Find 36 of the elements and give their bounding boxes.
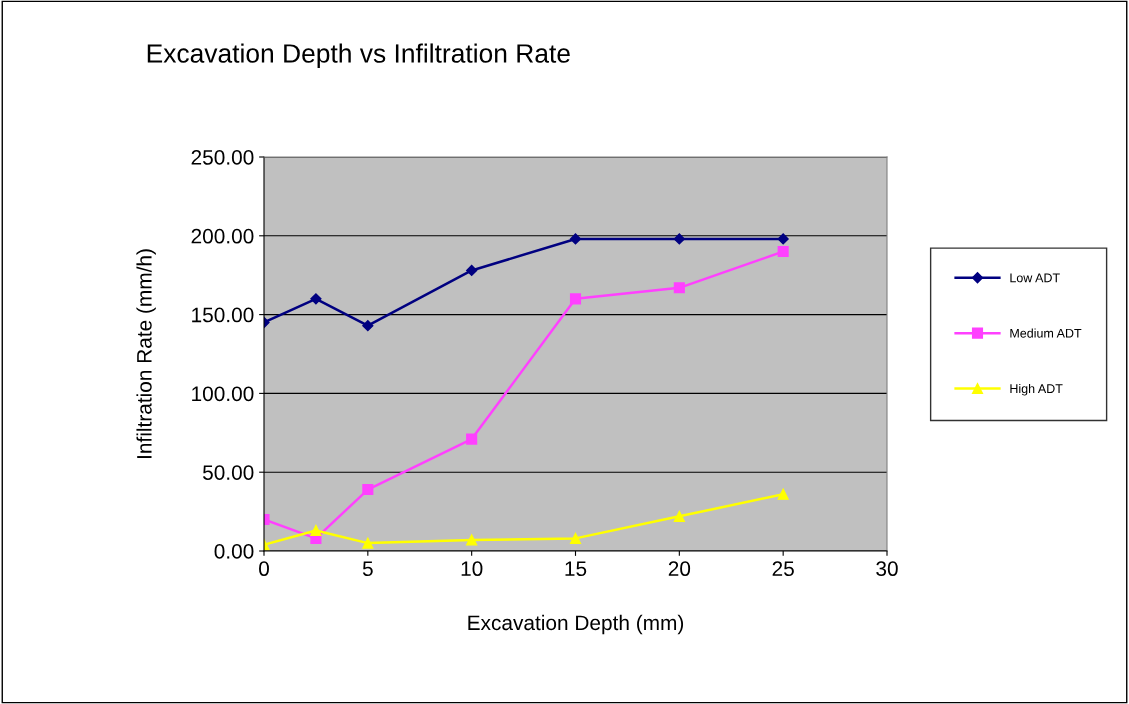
y-tick-label: 250.00 [191,150,254,165]
y-tick-label: 50.00 [202,465,254,480]
x-tick-label: 30 [876,561,898,577]
legend-label: Low ADT [1010,273,1060,283]
point [777,246,789,258]
x-tick-label: 15 [565,561,587,577]
point [466,534,478,546]
y-tick-label: 150.00 [192,307,254,323]
point [362,483,374,496]
legend-label: High ADT [1010,383,1063,396]
point [777,233,789,245]
x-tick-label: 5 [362,561,373,577]
y-tick-label: 100.00 [192,386,254,402]
x-tick-label: 25 [772,561,794,577]
point [466,433,478,445]
point [569,233,582,245]
chart-title: Excavation Depth vs Infiltration Rate [147,43,570,69]
x-tick-label: 0 [259,561,269,577]
point [569,293,582,305]
point [673,233,685,245]
point [362,320,374,332]
point [362,537,374,549]
y-tick-label: 0.00 [214,544,254,559]
x-axis-title: Excavation Depth (mm) [468,614,684,635]
point [569,532,582,544]
point [466,264,478,277]
point [310,524,322,537]
point [673,282,685,294]
y-tick-label: 200.00 [191,228,254,244]
y-axis-title: Infiltration Rate (mm/h) [136,249,156,458]
legend-label: Medium ADT [1010,328,1082,338]
x-tick-label: 20 [668,561,691,577]
x-tick-label: 10 [461,561,483,577]
point [777,488,789,500]
point [310,293,322,305]
point [673,510,685,522]
